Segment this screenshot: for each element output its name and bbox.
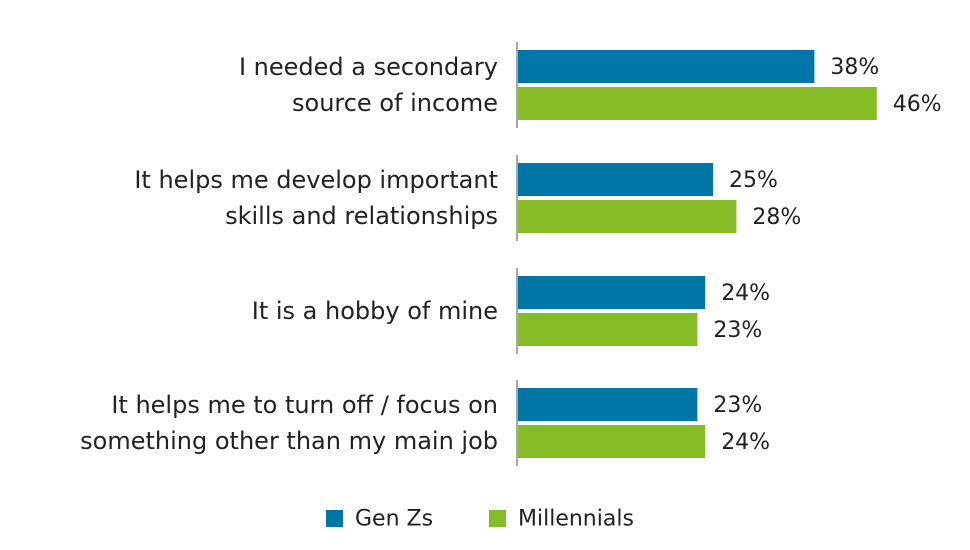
category-label: something other than my main job bbox=[80, 427, 498, 455]
category-label: skills and relationships bbox=[225, 202, 498, 230]
legend-label: Millennials bbox=[518, 507, 634, 532]
bar-gen-zs bbox=[518, 276, 706, 309]
legend-swatch bbox=[326, 510, 343, 527]
bar-millennials bbox=[518, 200, 737, 233]
value-label: 23% bbox=[713, 393, 762, 418]
category-label: It is a hobby of mine bbox=[252, 297, 498, 325]
legend: Gen Zs Millennials bbox=[326, 507, 634, 532]
value-label: 23% bbox=[713, 318, 762, 343]
category-label: source of income bbox=[292, 89, 498, 117]
bar-gen-zs bbox=[518, 50, 815, 83]
category-label: It helps me develop important bbox=[134, 166, 498, 194]
category-label: It helps me to turn off / focus on bbox=[111, 391, 498, 419]
legend-label: Gen Zs bbox=[355, 507, 433, 532]
value-label: 25% bbox=[729, 168, 778, 193]
value-label: 24% bbox=[721, 430, 770, 455]
labels-group: I needed a secondary source of income 38% 4… bbox=[80, 53, 942, 455]
bar-millennials bbox=[518, 313, 698, 346]
bar-millennials bbox=[518, 425, 706, 458]
category-label: I needed a secondary bbox=[239, 53, 498, 81]
bar-gen-zs bbox=[518, 163, 713, 196]
bar-millennials bbox=[518, 87, 877, 120]
value-label: 28% bbox=[752, 205, 801, 230]
bar-gen-zs bbox=[518, 388, 698, 421]
value-label: 46% bbox=[893, 92, 942, 117]
value-label: 38% bbox=[830, 55, 879, 80]
value-label: 24% bbox=[721, 281, 770, 306]
legend-swatch bbox=[489, 510, 506, 527]
bars-group bbox=[518, 50, 877, 458]
